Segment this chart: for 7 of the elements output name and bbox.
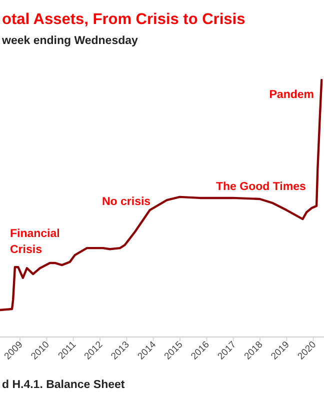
chart-title: otal Assets, From Crisis to Crisis (2, 11, 246, 28)
annotation: Pandem (269, 89, 314, 101)
annotation: No crisis (102, 196, 151, 208)
chart-subtitle: week ending Wednesday (1, 35, 139, 47)
annotation: Financial Crisis (10, 228, 60, 256)
annotation: The Good Times (216, 181, 306, 193)
text: d H.4.1. Balance Sheet (2, 379, 125, 391)
